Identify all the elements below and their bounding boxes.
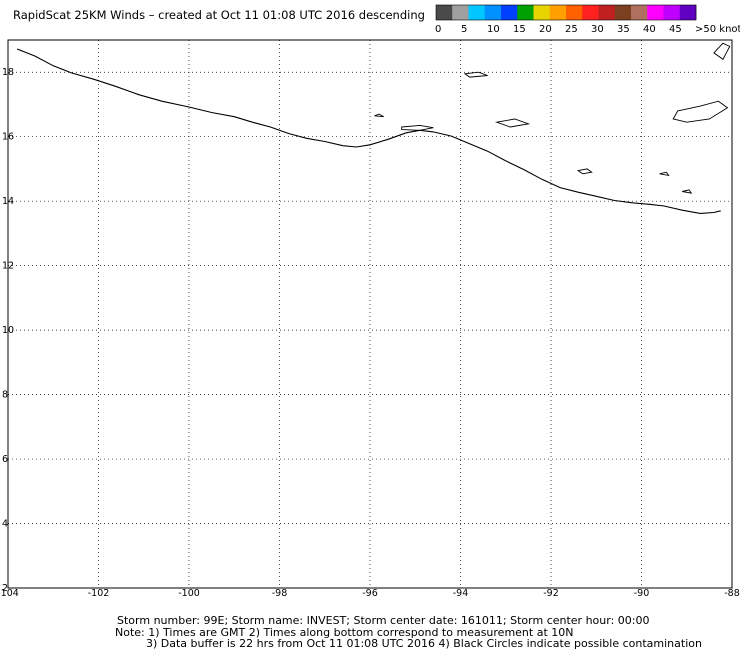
coastline-layer bbox=[16, 42, 731, 214]
colorbar-frame bbox=[435, 4, 697, 21]
colorbar-swatch bbox=[679, 5, 697, 20]
lake-outline bbox=[494, 118, 531, 128]
colorbar-label: 30 bbox=[591, 24, 604, 35]
footer-storm-info: Storm number: 99E; Storm name: INVEST; S… bbox=[117, 614, 650, 627]
lat-lon-grid bbox=[7, 40, 733, 589]
colorbar-swatch bbox=[582, 5, 599, 20]
latitude-tick-label: 8 bbox=[2, 390, 8, 401]
colorbar-swatch bbox=[501, 5, 518, 20]
lake-outline bbox=[682, 189, 693, 194]
longitude-tick-label: -102 bbox=[88, 588, 110, 599]
latitude-tick-label: 14 bbox=[2, 196, 14, 207]
longitude-tick-label: -96 bbox=[362, 588, 378, 599]
colorbar-label: 45 bbox=[669, 24, 682, 35]
wind-speed-colorbar: 0 5 10 15 20 25 30 35 40 45 >50 knots bbox=[435, 4, 740, 35]
map-frame bbox=[7, 39, 733, 589]
colorbar-swatch bbox=[663, 5, 681, 20]
colorbar-label: 0 bbox=[435, 24, 441, 35]
colorbar-swatch bbox=[484, 5, 502, 20]
colorbar-swatch bbox=[647, 5, 664, 20]
lake-outline bbox=[463, 71, 488, 78]
longitude-tick-label: -98 bbox=[272, 588, 288, 599]
latitude-tick-label: 12 bbox=[2, 261, 14, 272]
pacific-coastline bbox=[16, 48, 721, 214]
latitude-tick-label: 4 bbox=[2, 519, 8, 530]
chart-title: RapidScat 25KM Winds – created at Oct 11… bbox=[13, 8, 425, 22]
colorbar-label: >50 knots bbox=[695, 24, 740, 35]
colorbar-label: 10 bbox=[487, 24, 500, 35]
longitude-tick-label: -88 bbox=[724, 588, 740, 599]
longitude-tick-label: -104 bbox=[0, 588, 19, 599]
lake-outline bbox=[672, 100, 729, 123]
colorbar-swatch bbox=[614, 5, 632, 20]
colorbar-swatch bbox=[436, 5, 453, 20]
footer-note-2: 3) Data buffer is 22 hrs from Oct 11 01:… bbox=[146, 637, 702, 650]
colorbar-swatch bbox=[598, 5, 616, 20]
longitude-tick-label: -92 bbox=[543, 588, 559, 599]
axis-tick-labels: -104 -102 -100 -98 -96 -94 -92 -90 -88 2 4 6 8 10 12 14… bbox=[0, 67, 740, 599]
colorbar-label: 15 bbox=[513, 24, 526, 35]
latitude-tick-label: 16 bbox=[2, 132, 14, 143]
lake-outline bbox=[576, 168, 593, 175]
footer-note-1: Note: 1) Times are GMT 2) Times along bo… bbox=[115, 626, 574, 639]
colorbar-swatch bbox=[452, 5, 469, 20]
colorbar-label: 25 bbox=[565, 24, 578, 35]
colorbar-swatch bbox=[566, 5, 583, 20]
colorbar-swatch bbox=[468, 5, 486, 20]
colorbar-label: 40 bbox=[643, 24, 656, 35]
wind-map: -104 -102 -100 -98 -96 -94 -92 -90 -88 2 4 6 8 10 12 14… bbox=[0, 39, 740, 599]
latitude-tick-label: 10 bbox=[2, 325, 14, 336]
longitude-tick-label: -100 bbox=[178, 588, 200, 599]
colorbar-swatches bbox=[435, 4, 697, 21]
lake-outline bbox=[374, 113, 384, 118]
colorbar-swatch bbox=[549, 5, 567, 20]
colorbar-labels: 0 5 10 15 20 25 30 35 40 45 >50 knots bbox=[435, 24, 740, 35]
latitude-tick-label: 18 bbox=[2, 67, 14, 78]
colorbar-label: 5 bbox=[461, 24, 467, 35]
lake-outline bbox=[401, 124, 434, 131]
colorbar-swatch bbox=[631, 5, 648, 20]
latitude-tick-label: 6 bbox=[2, 454, 8, 465]
lake-outline bbox=[713, 42, 731, 60]
colorbar-swatch bbox=[533, 5, 551, 20]
lake-outline bbox=[659, 171, 670, 177]
longitude-tick-label: -90 bbox=[634, 588, 650, 599]
colorbar-label: 35 bbox=[617, 24, 630, 35]
longitude-tick-label: -94 bbox=[453, 588, 469, 599]
colorbar-label: 20 bbox=[539, 24, 552, 35]
colorbar-swatch bbox=[517, 5, 534, 20]
latitude-tick-label: 2 bbox=[2, 583, 8, 594]
